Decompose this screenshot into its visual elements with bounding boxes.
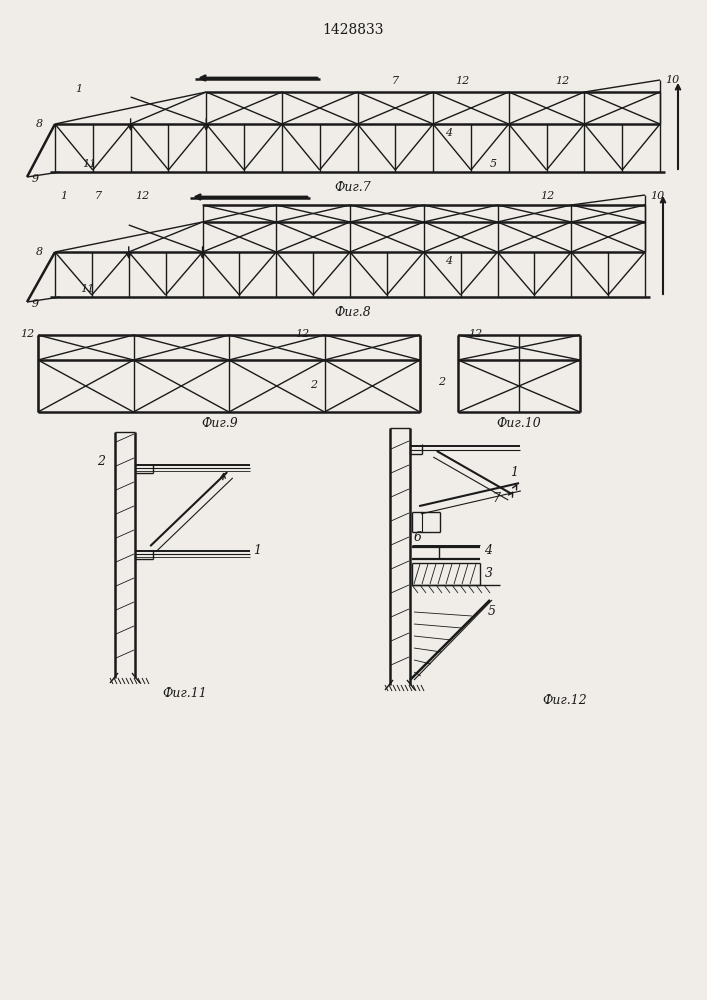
Text: 7: 7: [492, 492, 500, 505]
Text: 9: 9: [32, 299, 39, 309]
Text: 7: 7: [95, 191, 102, 201]
Text: 2: 2: [438, 377, 445, 387]
Text: 2: 2: [97, 455, 105, 468]
Text: 2: 2: [310, 380, 317, 390]
Text: 12: 12: [540, 191, 554, 201]
Text: 1: 1: [253, 544, 261, 557]
Text: Фиг.11: Фиг.11: [163, 687, 207, 700]
Text: 4: 4: [484, 544, 492, 557]
Text: 1428833: 1428833: [322, 23, 384, 37]
Text: Фиг.12: Фиг.12: [543, 694, 588, 707]
Text: 8: 8: [36, 119, 43, 129]
Text: 12: 12: [20, 329, 34, 339]
Text: 10: 10: [665, 75, 679, 85]
Text: 12: 12: [455, 76, 469, 86]
Text: 8: 8: [36, 247, 43, 257]
Text: 5: 5: [490, 159, 497, 169]
Text: 11: 11: [80, 284, 94, 294]
Text: 1: 1: [75, 84, 82, 94]
Text: 5: 5: [488, 605, 496, 618]
Text: 1: 1: [510, 466, 518, 479]
Text: 9: 9: [32, 174, 39, 184]
Text: Фиг.10: Фиг.10: [496, 417, 542, 430]
Text: 6: 6: [414, 531, 422, 544]
Text: 4: 4: [445, 128, 452, 138]
Text: 4: 4: [445, 256, 452, 266]
Text: Фиг.8: Фиг.8: [334, 306, 371, 319]
Text: 12: 12: [555, 76, 569, 86]
Text: 12: 12: [295, 329, 309, 339]
Text: 11: 11: [82, 159, 96, 169]
Text: Фиг.9: Фиг.9: [201, 417, 238, 430]
Text: 12: 12: [135, 191, 149, 201]
Text: 1: 1: [60, 191, 67, 201]
Text: 7: 7: [392, 76, 399, 86]
Text: 12: 12: [468, 329, 482, 339]
Text: Фиг.7: Фиг.7: [334, 181, 371, 194]
Text: 3: 3: [485, 567, 493, 580]
Text: 10: 10: [650, 191, 665, 201]
